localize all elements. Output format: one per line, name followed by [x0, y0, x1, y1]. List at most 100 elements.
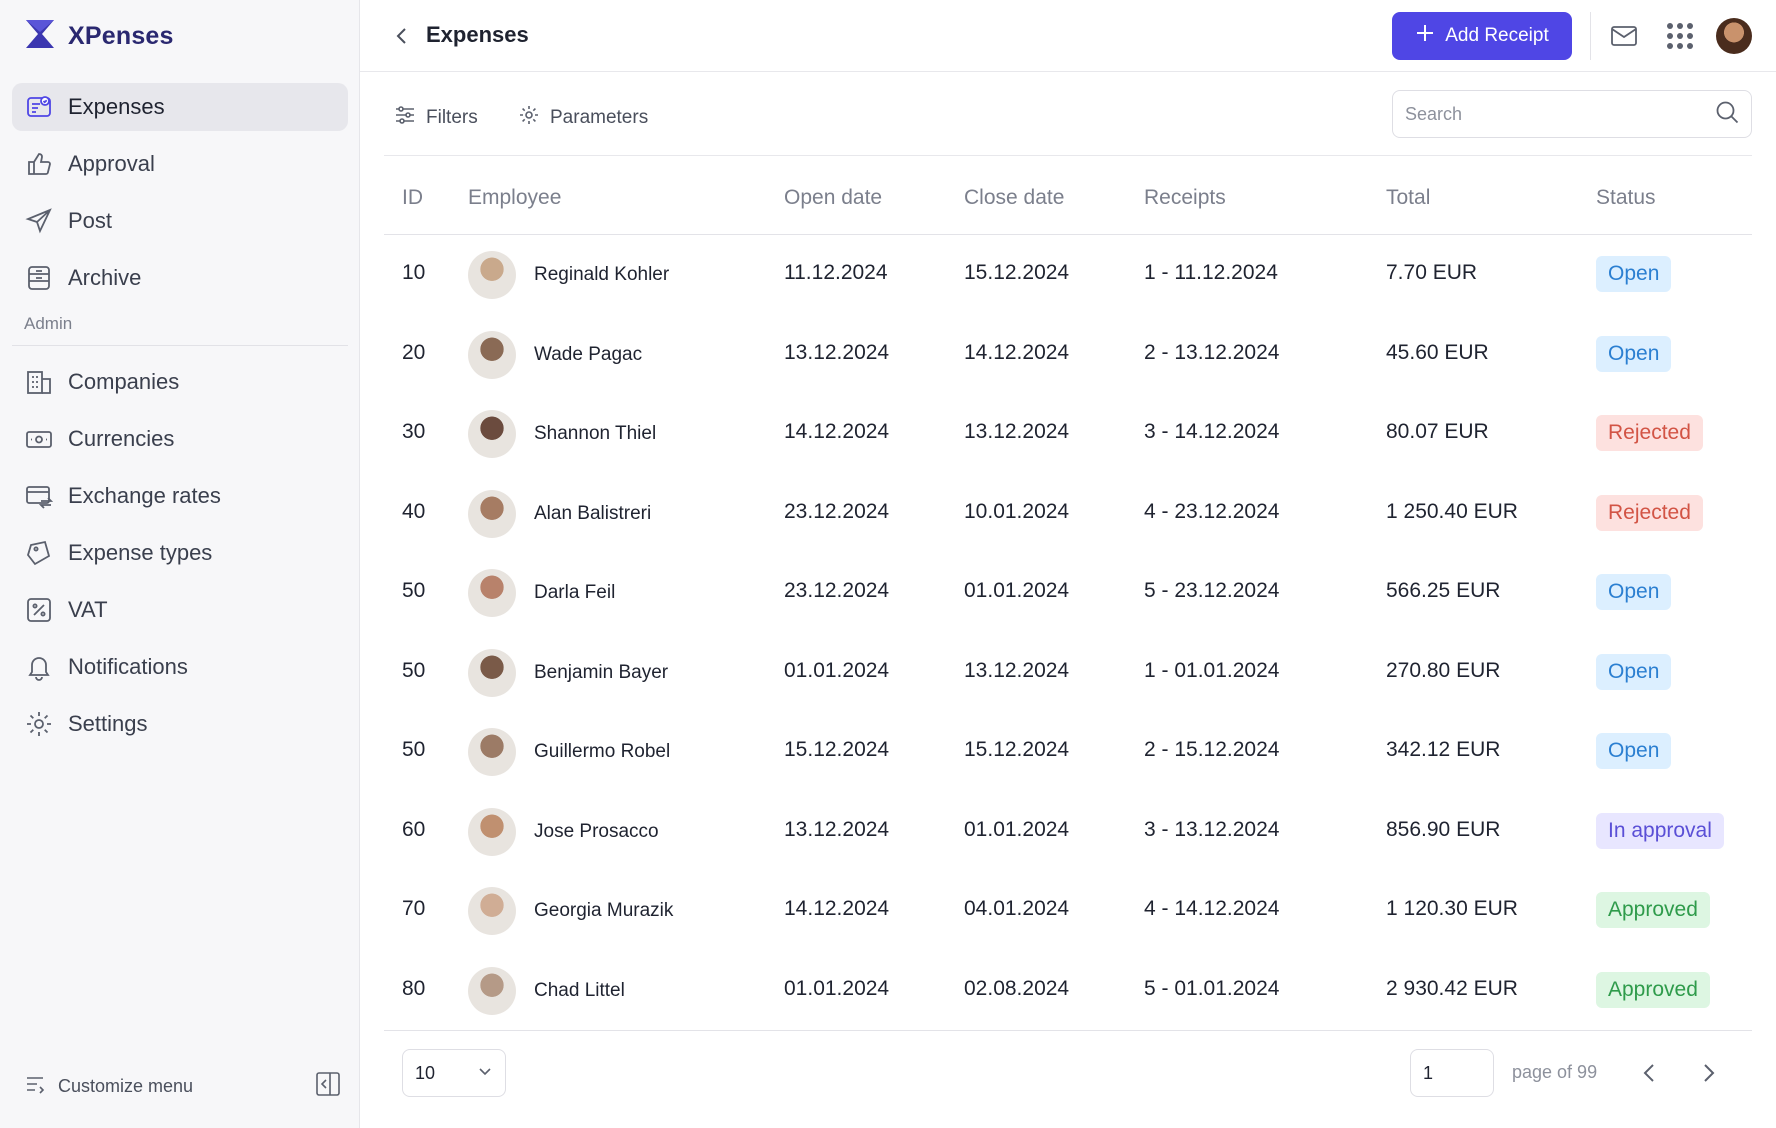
- table-toolbar: Filters Parameters: [384, 88, 1752, 156]
- sidebar-item-companies[interactable]: Companies: [12, 358, 348, 406]
- status-badge: Approved: [1596, 971, 1710, 1008]
- sidebar-item-label: Expenses: [68, 94, 165, 119]
- cell-receipts: 4 - 23.12.2024: [1144, 499, 1280, 523]
- employee-cell: Georgia Murazik: [468, 887, 673, 935]
- table-row[interactable]: 10 Reginald Kohler 11.12.2024 15.12.2024 1 -…: [384, 235, 1752, 315]
- table-row[interactable]: 30 Shannon Thiel 14.12.2024 13.12.2024 3 - 1…: [384, 394, 1752, 474]
- employee-avatar: [468, 410, 516, 458]
- sidebar-item-vat[interactable]: VAT: [12, 586, 348, 634]
- cell-receipts: 1 - 01.01.2024: [1144, 658, 1280, 682]
- cell-close-date: 15.12.2024: [964, 738, 1070, 761]
- table-row[interactable]: 50 Darla Feil 23.12.2024 01.01.2024 5 - 23.1…: [384, 553, 1752, 633]
- cell-open-date: 14.12.2024: [784, 897, 890, 920]
- paper-plane-icon: [24, 206, 54, 236]
- sidebar-item-expense-types[interactable]: Expense types: [12, 529, 348, 577]
- back-icon[interactable]: [390, 24, 414, 48]
- table-row[interactable]: 60 Jose Prosacco 13.12.2024 01.01.2024 3 - 1…: [384, 792, 1752, 872]
- column-header-close-date[interactable]: Close date: [964, 186, 1065, 209]
- employee-avatar: [468, 489, 516, 538]
- banknote-icon: [24, 424, 54, 454]
- employee-avatar: [468, 648, 516, 697]
- customize-menu-button[interactable]: Customize menu: [24, 1073, 193, 1100]
- apps-grid-icon[interactable]: [1666, 22, 1694, 55]
- table-row[interactable]: 20 Wade Pagac 13.12.2024 14.12.2024 2 - 13.1…: [384, 315, 1752, 395]
- sidebar-item-post[interactable]: Post: [12, 197, 348, 245]
- parameters-label: Parameters: [550, 107, 649, 128]
- cell-open-date: 01.01.2024: [784, 976, 890, 1000]
- column-header-open-date[interactable]: Open date: [784, 186, 883, 209]
- tags-icon: [24, 538, 54, 568]
- previous-page-icon[interactable]: [1638, 1061, 1662, 1090]
- sidebar-item-label: Currencies: [68, 426, 175, 451]
- cell-open-date: 13.12.2024: [784, 817, 890, 841]
- employee-name: Darla Feil: [534, 582, 616, 603]
- cell-receipts: 4 - 14.12.2024: [1144, 897, 1280, 920]
- sidebar-item-expenses[interactable]: Expenses: [12, 83, 348, 131]
- page-number-input[interactable]: 1: [1410, 1049, 1494, 1097]
- sidebar-item-currencies[interactable]: Currencies: [12, 415, 348, 463]
- employee-cell: Jose Prosacco: [468, 807, 659, 856]
- column-header-employee[interactable]: Employee: [468, 186, 562, 209]
- cell-receipts: 5 - 01.01.2024: [1144, 976, 1280, 1000]
- cell-close-date: 02.08.2024: [964, 976, 1070, 1000]
- sidebar-item-exchange-rates[interactable]: Exchange rates: [12, 472, 348, 520]
- next-page-icon[interactable]: [1696, 1061, 1720, 1090]
- sidebar-item-label: Settings: [68, 711, 148, 736]
- cell-open-date: 14.12.2024: [784, 420, 890, 443]
- brand[interactable]: XPenses: [24, 18, 174, 54]
- mail-icon[interactable]: [1610, 22, 1638, 55]
- status-badge: Open: [1596, 335, 1672, 372]
- customize-menu-label: Customize menu: [58, 1075, 194, 1096]
- cell-total: 342.12 EUR: [1386, 738, 1501, 761]
- sidebar-item-settings[interactable]: Settings: [12, 700, 348, 748]
- column-header-status[interactable]: Status: [1596, 186, 1656, 209]
- employee-name: Jose Prosacco: [534, 820, 659, 842]
- table-row[interactable]: 70 Georgia Murazik 14.12.2024 04.01.2024 4 -…: [384, 871, 1752, 951]
- cell-total: 566.25 EUR: [1386, 579, 1501, 602]
- sidebar-item-label: Companies: [68, 369, 180, 394]
- status-badge: Approved: [1596, 892, 1710, 928]
- search-icon[interactable]: [1715, 100, 1739, 129]
- column-header-receipts[interactable]: Receipts: [1144, 186, 1226, 209]
- rows-per-page-select[interactable]: 10: [402, 1049, 506, 1097]
- add-receipt-button[interactable]: Add Receipt: [1392, 12, 1572, 60]
- sidebar-item-archive[interactable]: Archive: [12, 254, 348, 302]
- top-bar: Expenses Add Receipt: [360, 0, 1776, 72]
- employee-avatar: [468, 966, 516, 1015]
- status-badge: Open: [1596, 574, 1672, 610]
- filters-button[interactable]: Filters: [394, 102, 478, 134]
- employee-cell: Alan Balistreri: [468, 489, 651, 538]
- employee-cell: Guillermo Robel: [468, 728, 670, 776]
- cell-total: 45.60 EUR: [1386, 340, 1489, 364]
- user-avatar[interactable]: [1716, 18, 1752, 54]
- table-row[interactable]: 40 Alan Balistreri 23.12.2024 10.01.2024 4 -…: [384, 474, 1752, 554]
- sidebar: XPenses Expenses Approval Post Archive: [0, 0, 360, 1128]
- cell-open-date: 15.12.2024: [784, 738, 890, 761]
- sidebar-item-label: Archive: [68, 265, 142, 290]
- cell-open-date: 13.12.2024: [784, 340, 890, 364]
- customize-menu: Customize menu: [24, 1064, 342, 1108]
- employee-name: Shannon Thiel: [534, 423, 657, 444]
- table-row[interactable]: 80 Chad Littel 01.01.2024 02.08.2024 5 - 01.…: [384, 951, 1752, 1031]
- sidebar-item-approval[interactable]: Approval: [12, 140, 348, 188]
- page-title: Expenses: [426, 22, 529, 47]
- employee-avatar: [468, 728, 516, 776]
- cell-total: 2 930.42 EUR: [1386, 976, 1518, 1000]
- column-header-total[interactable]: Total: [1386, 186, 1431, 209]
- status-badge: Open: [1596, 733, 1672, 769]
- search-input[interactable]: [1405, 103, 1715, 125]
- building-icon: [24, 367, 54, 397]
- column-header-id[interactable]: ID: [402, 186, 423, 209]
- thumbs-up-icon: [24, 149, 54, 179]
- parameters-button[interactable]: Parameters: [518, 102, 648, 134]
- employee-cell: Benjamin Bayer: [468, 648, 668, 697]
- admin-section-label: Admin: [24, 314, 73, 333]
- sidebar-item-notifications[interactable]: Notifications: [12, 643, 348, 691]
- table-header: ID Employee Open date Close date Receipt…: [384, 160, 1752, 235]
- cell-id: 50: [402, 738, 426, 761]
- cell-close-date: 01.01.2024: [964, 817, 1070, 841]
- collapse-sidebar-icon[interactable]: [314, 1070, 342, 1103]
- divider: [1590, 12, 1591, 60]
- table-row[interactable]: 50 Guillermo Robel 15.12.2024 15.12.2024 2 -…: [384, 712, 1752, 792]
- table-row[interactable]: 50 Benjamin Bayer 01.01.2024 13.12.2024 1 - …: [384, 633, 1752, 713]
